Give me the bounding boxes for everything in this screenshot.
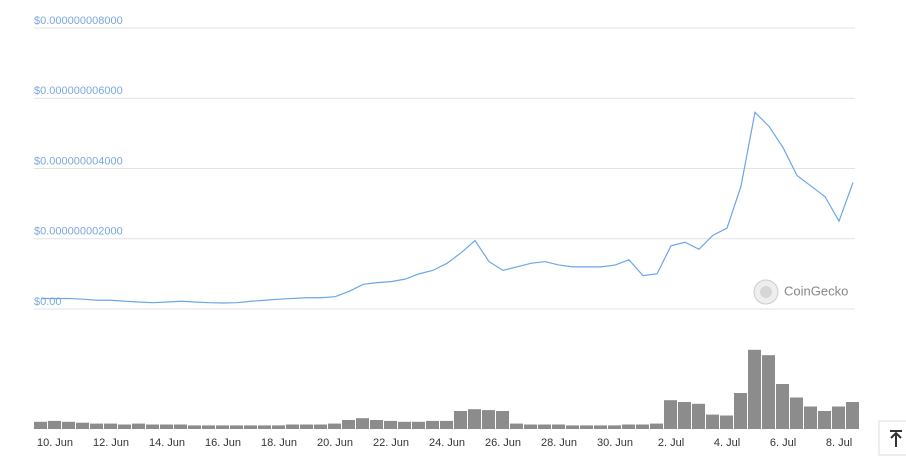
x-tick-label: 16. Jun [205, 437, 241, 449]
volume-bar [832, 407, 845, 430]
x-tick-label: 14. Jun [149, 437, 185, 449]
watermark-text: CoinGecko [784, 283, 848, 298]
x-tick-label: 20. Jun [317, 437, 353, 449]
volume-bar [706, 415, 719, 429]
plot: $0.00 $0.000000002000 $0.000000004000 $0.00… [34, 15, 859, 449]
x-tick-label: 22. Jun [373, 437, 409, 449]
volume-bar [412, 422, 425, 429]
x-tick-label: 18. Jun [261, 437, 297, 449]
x-tick-label: 10. Jun [37, 437, 73, 449]
chart: $0.00 $0.000000002000 $0.000000004000 $0.00… [0, 0, 906, 458]
back-to-top-button[interactable] [879, 421, 906, 455]
volume-bar [132, 424, 145, 429]
x-tick-label: 6. Jul [770, 437, 796, 449]
volume-bar [48, 421, 61, 429]
volume-bar [230, 425, 243, 429]
x-tick-label: 28. Jun [541, 437, 577, 449]
volume-bar [580, 425, 593, 429]
volume-bar [734, 393, 747, 429]
volume-bar [678, 402, 691, 429]
volume-bar [636, 425, 649, 430]
y-tick-label: $0.000000006000 [34, 85, 123, 97]
volume-bar [398, 422, 411, 429]
volume-bar [776, 384, 789, 429]
volume-bar [468, 409, 481, 429]
volume-bar [90, 424, 103, 429]
volume-bar [692, 404, 705, 429]
volume-bar [426, 421, 439, 429]
volume-bar [720, 416, 733, 430]
x-tick-label: 4. Jul [714, 437, 740, 449]
volume-bar [566, 425, 579, 429]
volume-bar [328, 424, 341, 429]
volume-bar [538, 425, 551, 430]
volume-bar [62, 422, 75, 429]
y-tick-label: $0.00 [34, 296, 62, 308]
volume-bar [300, 425, 313, 430]
volume-bar [384, 421, 397, 429]
volume-bar [552, 425, 565, 430]
volume-bar [370, 420, 383, 429]
volume-bar [34, 422, 47, 429]
price-line [41, 112, 853, 303]
volume-bar [202, 425, 215, 429]
volume-bar [804, 407, 817, 430]
volume-bar [342, 420, 355, 429]
volume-bar [594, 425, 607, 429]
x-tick-label: 26. Jun [485, 437, 521, 449]
volume-bar [188, 425, 201, 429]
volume-bar [482, 410, 495, 429]
back-to-top[interactable] [879, 421, 906, 455]
volume-bar [174, 425, 187, 430]
volume-bar [748, 350, 761, 429]
volume-bar [76, 423, 89, 429]
volume-bar [160, 425, 173, 430]
volume-bar [510, 424, 523, 429]
x-tick-label: 30. Jun [597, 437, 633, 449]
volume-bar [356, 418, 369, 429]
volume-bar [454, 411, 467, 429]
volume-bar [622, 425, 635, 430]
volume-bar [790, 398, 803, 430]
volume-bar [496, 411, 509, 429]
watermark: CoinGecko [754, 280, 848, 304]
x-tick-label: 24. Jun [429, 437, 465, 449]
volume-bar [286, 425, 299, 430]
volume-bar [650, 424, 663, 429]
volume-bar [272, 425, 285, 429]
volume-bar [118, 425, 131, 430]
x-tick-label: 12. Jun [93, 437, 129, 449]
volume-bar [146, 425, 159, 430]
y-tick-label: $0.000000004000 [34, 155, 123, 167]
y-tick-label: $0.000000008000 [34, 15, 123, 27]
volume-bar [664, 400, 677, 429]
volume-bar [608, 425, 621, 429]
volume-bar [818, 411, 831, 429]
volume-bar [258, 425, 271, 429]
x-tick-label: 8. Jul [826, 437, 852, 449]
volume-bar [314, 425, 327, 430]
volume-bar [104, 424, 117, 429]
volume-bar [524, 425, 537, 430]
y-tick-label: $0.000000002000 [34, 226, 123, 238]
x-tick-label: 2. Jul [658, 437, 684, 449]
volume-bar [244, 425, 257, 429]
volume-bar [762, 355, 775, 429]
volume-bar [440, 421, 453, 429]
volume-bar [216, 425, 229, 429]
volume-bar [846, 402, 859, 429]
